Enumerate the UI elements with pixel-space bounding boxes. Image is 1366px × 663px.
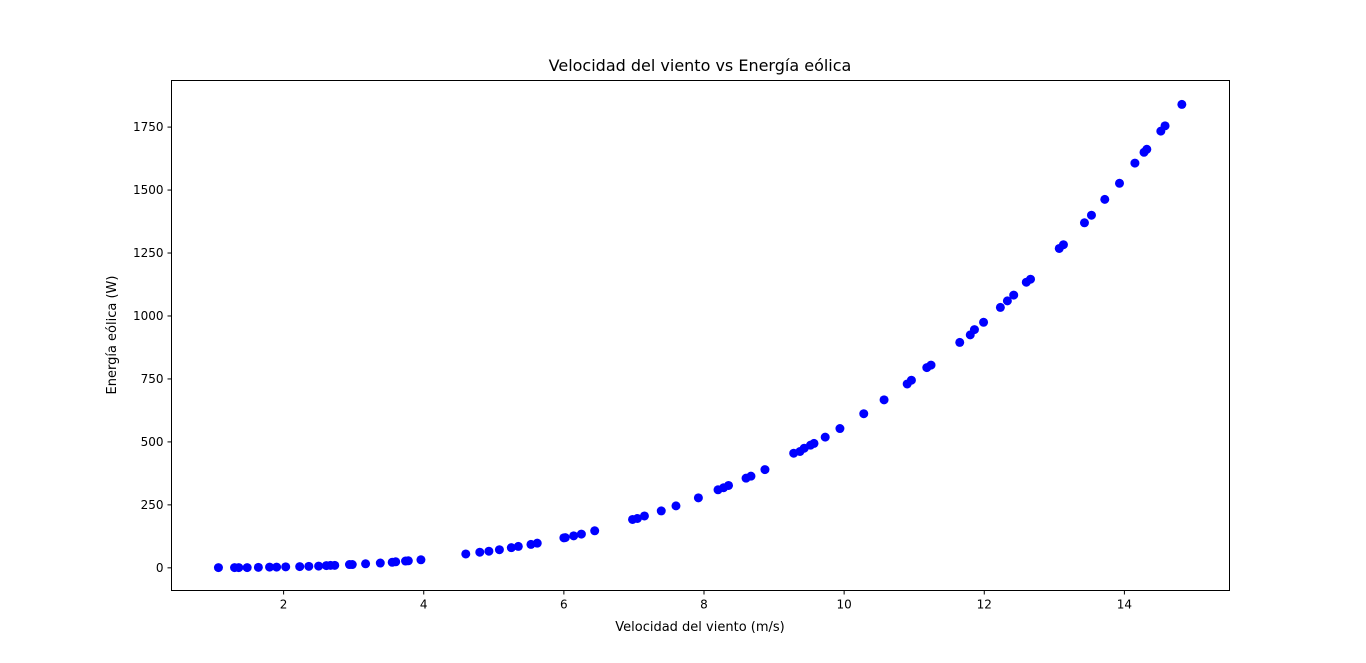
data-point bbox=[693, 493, 703, 503]
data-point bbox=[234, 563, 244, 573]
chart-title: Velocidad del viento vs Energía eólica bbox=[549, 56, 852, 75]
x-tick-label: 14 bbox=[1117, 598, 1132, 612]
y-axis-label: Energía eólica (W) bbox=[105, 276, 120, 395]
x-tick-label: 8 bbox=[700, 598, 708, 612]
data-point bbox=[265, 562, 275, 572]
data-point bbox=[1009, 290, 1019, 300]
data-point bbox=[1058, 240, 1068, 250]
data-point bbox=[576, 529, 586, 539]
scatter-points bbox=[213, 99, 1187, 573]
data-point bbox=[1130, 158, 1140, 168]
x-axis-ticks: 2 4 6 8 10 12 14 bbox=[280, 590, 1132, 612]
data-point bbox=[461, 549, 471, 559]
y-tick-label: 1250 bbox=[133, 246, 164, 260]
data-point bbox=[955, 337, 965, 347]
data-point bbox=[1079, 218, 1089, 228]
data-point bbox=[242, 563, 252, 573]
data-point bbox=[416, 555, 426, 565]
data-point bbox=[304, 561, 314, 571]
data-point bbox=[295, 562, 305, 572]
x-axis-label: Velocidad del viento (m/s) bbox=[615, 620, 785, 635]
data-point bbox=[656, 506, 666, 516]
data-point bbox=[926, 360, 936, 370]
data-point bbox=[639, 511, 649, 521]
data-point bbox=[879, 395, 889, 405]
x-tick-label: 6 bbox=[560, 598, 568, 612]
data-point bbox=[1142, 144, 1152, 154]
data-point bbox=[671, 501, 681, 511]
data-point bbox=[906, 375, 916, 385]
data-point bbox=[724, 480, 734, 490]
plot-area-frame bbox=[171, 80, 1230, 591]
data-point bbox=[809, 438, 819, 448]
data-point bbox=[1100, 194, 1110, 204]
x-tick-label: 10 bbox=[836, 598, 851, 612]
data-point bbox=[835, 424, 845, 434]
data-point bbox=[281, 562, 291, 572]
data-point bbox=[272, 562, 282, 572]
data-point bbox=[1086, 210, 1096, 220]
data-point bbox=[347, 560, 357, 570]
data-point bbox=[1002, 296, 1012, 306]
data-point bbox=[820, 432, 830, 442]
data-point bbox=[330, 560, 340, 570]
data-point bbox=[375, 558, 385, 568]
data-point bbox=[484, 546, 494, 556]
y-tick-label: 1000 bbox=[133, 309, 164, 323]
data-point bbox=[213, 563, 223, 573]
y-tick-label: 0 bbox=[156, 561, 164, 575]
data-point bbox=[1160, 121, 1170, 131]
data-point bbox=[569, 531, 579, 541]
data-point bbox=[391, 557, 401, 567]
data-point bbox=[1114, 178, 1124, 188]
data-point bbox=[506, 543, 516, 553]
data-point bbox=[314, 561, 324, 571]
y-axis-ticks: 0 250 500 750 1000 1250 1500 1750 bbox=[133, 120, 172, 575]
x-tick-label: 12 bbox=[977, 598, 992, 612]
y-tick-label: 500 bbox=[141, 435, 164, 449]
data-point bbox=[590, 526, 600, 536]
x-tick-label: 2 bbox=[280, 598, 288, 612]
data-point bbox=[361, 559, 371, 569]
x-tick-label: 4 bbox=[420, 598, 428, 612]
data-point bbox=[760, 465, 770, 475]
y-tick-label: 250 bbox=[141, 498, 164, 512]
data-point bbox=[532, 538, 542, 548]
data-point bbox=[253, 562, 263, 572]
data-point bbox=[1026, 274, 1036, 284]
data-point bbox=[560, 533, 570, 543]
data-point bbox=[403, 556, 413, 566]
y-tick-label: 1500 bbox=[133, 183, 164, 197]
data-point bbox=[859, 409, 869, 419]
data-point bbox=[969, 325, 979, 335]
data-point bbox=[475, 547, 485, 557]
y-tick-label: 750 bbox=[141, 372, 164, 386]
data-point bbox=[979, 317, 989, 327]
data-point bbox=[1177, 99, 1187, 109]
data-point bbox=[632, 513, 642, 523]
y-tick-label: 1750 bbox=[133, 120, 164, 134]
data-point bbox=[995, 302, 1005, 312]
data-point bbox=[746, 471, 756, 481]
data-point bbox=[494, 545, 504, 555]
data-point bbox=[513, 541, 523, 551]
